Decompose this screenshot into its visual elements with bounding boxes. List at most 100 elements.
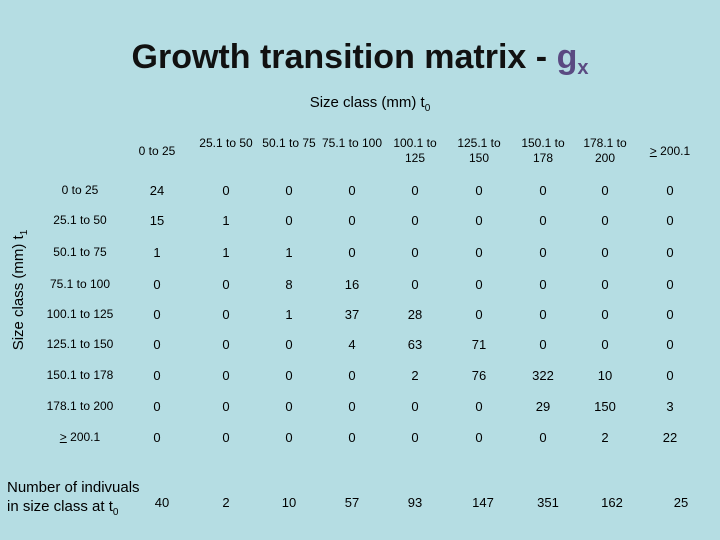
matrix-cell: 0 [539,307,547,322]
matrix-cell: 0 [348,368,356,383]
matrix-cell: 0 [601,213,609,228]
matrix-cell: 0 [411,277,419,292]
matrix-cell: 0 [222,277,230,292]
matrix-cell: 0 [411,183,419,198]
matrix-cell: 0 [348,213,356,228]
matrix-cell: 0 [411,213,419,228]
matrix-cell: 1 [222,213,230,228]
matrix-cell: 0 [222,399,230,414]
column-header: 100.1 to 125 [393,136,437,165]
column-header: 75.1 to 100 [321,136,383,150]
matrix-cell: 0 [153,368,161,383]
matrix-cell: 0 [411,399,419,414]
matrix-cell: 16 [344,277,360,292]
column-header: > 200.1 [649,144,691,158]
row-header: 75.1 to 100 [49,277,111,291]
column-header: 150.1 to 178 [521,136,565,165]
matrix-cell: 0 [475,183,483,198]
matrix-cell: 0 [601,337,609,352]
matrix-cell: 63 [407,337,423,352]
matrix-cell: 0 [348,183,356,198]
total-count: 93 [407,495,423,510]
column-header: 25.1 to 50 [199,136,253,150]
matrix-cell: 1 [285,307,293,322]
matrix-cell: 0 [666,337,674,352]
matrix-cell: 0 [475,399,483,414]
matrix-cell: 0 [601,277,609,292]
matrix-cell: 0 [539,213,547,228]
matrix-cell: 0 [285,183,293,198]
title-symbol: gx [556,38,589,79]
matrix-cell: 0 [666,183,674,198]
matrix-cell: 0 [539,183,547,198]
matrix-cell: 2 [411,368,419,383]
matrix-cell: 150 [594,399,616,414]
matrix-cell: 322 [532,368,554,383]
matrix-cell: 0 [285,399,293,414]
total-count: 10 [281,495,297,510]
matrix-cell: 0 [666,245,674,260]
column-axis-label: Size class (mm) t0 [309,94,431,114]
matrix-cell: 0 [601,183,609,198]
total-count: 147 [472,495,494,510]
matrix-cell: 0 [285,213,293,228]
matrix-cell: 0 [475,245,483,260]
total-count: 40 [154,495,170,510]
row-header: > 200.1 [59,430,101,444]
matrix-cell: 0 [539,245,547,260]
matrix-cell: 0 [475,430,483,445]
matrix-cell: 0 [285,337,293,352]
row-header: 150.1 to 178 [46,368,114,382]
matrix-cell: 0 [285,430,293,445]
matrix-cell: 15 [149,213,165,228]
matrix-cell: 2 [601,430,609,445]
matrix-cell: 0 [222,368,230,383]
matrix-cell: 37 [344,307,360,322]
column-header: 50.1 to 75 [262,136,316,150]
matrix-cell: 0 [153,337,161,352]
matrix-cell: 0 [601,307,609,322]
row-header: 178.1 to 200 [46,399,114,413]
title-text: Growth transition matrix - [131,38,557,76]
matrix-cell: 4 [348,337,356,352]
matrix-cell: 0 [222,183,230,198]
column-header: 178.1 to 200 [583,136,627,165]
matrix-cell: 0 [601,245,609,260]
row-axis-label: Size class (mm) t1 [10,229,30,351]
matrix-cell: 22 [662,430,678,445]
matrix-cell: 0 [666,277,674,292]
matrix-cell: 0 [222,307,230,322]
total-count: 57 [344,495,360,510]
slide-title: Growth transition matrix - gx [0,38,720,80]
matrix-cell: 0 [666,307,674,322]
matrix-cell: 0 [539,277,547,292]
matrix-cell: 0 [222,337,230,352]
total-count: 162 [601,495,623,510]
matrix-cell: 0 [285,368,293,383]
matrix-cell: 0 [411,430,419,445]
matrix-cell: 8 [285,277,293,292]
matrix-cell: 0 [475,277,483,292]
matrix-cell: 0 [666,213,674,228]
matrix-cell: 0 [539,430,547,445]
matrix-cell: 0 [348,430,356,445]
matrix-cell: 0 [666,368,674,383]
row-header: 100.1 to 125 [46,307,114,321]
matrix-cell: 1 [222,245,230,260]
matrix-cell: 76 [471,368,487,383]
row-header: 50.1 to 75 [53,245,107,259]
matrix-cell: 0 [348,399,356,414]
column-header: 125.1 to 150 [457,136,501,165]
matrix-cell: 0 [153,430,161,445]
matrix-cell: 1 [153,245,161,260]
matrix-cell: 0 [153,307,161,322]
row-header: 25.1 to 50 [53,213,107,227]
total-count: 2 [222,495,230,510]
matrix-cell: 0 [153,399,161,414]
matrix-cell: 3 [666,399,674,414]
matrix-cell: 1 [285,245,293,260]
row-header: 0 to 25 [61,183,99,197]
column-header: 0 to 25 [138,144,176,158]
matrix-cell: 10 [597,368,613,383]
row-header: 125.1 to 150 [46,337,114,351]
